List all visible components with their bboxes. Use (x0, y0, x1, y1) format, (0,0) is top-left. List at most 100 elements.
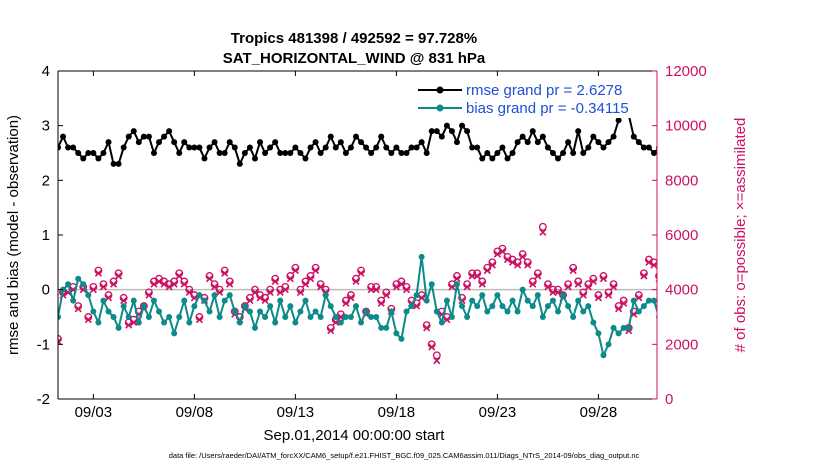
obs-assimilated-point (276, 288, 284, 296)
obs-assimilated-point (160, 280, 168, 288)
y-tick-label-right: 0 (665, 391, 673, 408)
rmse-point (373, 144, 380, 151)
rmse-point (428, 128, 435, 135)
obs-assimilated-point (185, 288, 193, 296)
bias-point (671, 303, 677, 309)
bias-point (549, 297, 556, 304)
rmse-point (257, 139, 264, 146)
rmse-point (650, 150, 657, 156)
bias-point (585, 303, 592, 310)
obs-assimilated-point (418, 294, 426, 302)
rmse-point (448, 128, 455, 135)
bias-point (555, 308, 562, 315)
x-tick-label: 09/18 (378, 404, 416, 421)
data-file-footer: data file: /Users/raeder/DAI/ATM_forcXX/… (169, 451, 640, 460)
bias-point (156, 308, 163, 315)
obs-assimilated-point (256, 294, 264, 302)
bias-point (317, 314, 324, 320)
bias-point (544, 303, 551, 310)
bias-point (251, 324, 258, 331)
rmse-point (529, 128, 536, 135)
rmse-point (251, 155, 258, 162)
obs-assimilated-point (544, 283, 552, 291)
bias-point (171, 330, 178, 337)
obs-assimilated-point (266, 288, 274, 296)
rmse-point (635, 139, 642, 146)
obs-assimilated-point (529, 280, 537, 288)
rmse-point (191, 144, 198, 151)
rmse-point (433, 128, 440, 135)
obs-assimilated-point (115, 272, 123, 280)
bias-point (403, 308, 410, 315)
obs-assimilated-point (205, 275, 214, 283)
bias-point (352, 303, 359, 310)
bias-point (499, 303, 506, 310)
bias-point (287, 303, 294, 310)
rmse-point (115, 160, 122, 167)
obs-assimilated-point (539, 228, 547, 236)
y-tick-label-left: 1 (42, 227, 50, 244)
bias-point (448, 314, 455, 320)
rmse-point (560, 150, 567, 156)
rmse-point (211, 139, 218, 146)
rmse-point (580, 150, 587, 156)
rmse-point (474, 144, 481, 151)
chart-title: Tropics 481398 / 492592 = 97.728% (231, 30, 477, 47)
x-tick-label: 09/08 (176, 404, 214, 421)
x-axis-label: Sep.01,2014 00:00:00 start (264, 427, 446, 444)
rmse-point (302, 155, 309, 162)
bias-point (221, 297, 228, 304)
obs-assimilated-point (681, 268, 687, 274)
obs-assimilated-point (524, 261, 532, 269)
y-tick-label-right: 2000 (665, 336, 698, 353)
bias-point (75, 275, 82, 282)
obs-assimilated-point (226, 280, 234, 288)
rmse-point (590, 133, 597, 140)
obs-assimilated-point (211, 283, 219, 291)
bias-point (423, 297, 430, 304)
x-tick-label: 09/03 (75, 404, 113, 421)
bias-point (60, 286, 67, 293)
obs-assimilated-point (514, 261, 522, 269)
obs-assimilated-point (372, 286, 380, 294)
bias-point (282, 314, 289, 320)
obs-assimilated-point (508, 258, 517, 266)
bias-point (257, 308, 264, 315)
rmse-point (408, 144, 415, 151)
obs-assimilated-point (150, 280, 158, 288)
bias-point (519, 286, 526, 293)
bias-point (231, 308, 238, 315)
bias-point (418, 253, 425, 260)
bias-point (650, 297, 657, 304)
y-tick-label-right: 10000 (665, 118, 707, 135)
rmse-point (509, 150, 516, 156)
bias-point (479, 292, 486, 299)
bias-point (267, 303, 274, 310)
bias-point (332, 314, 339, 320)
y-tick-label-right: 12000 (665, 63, 707, 80)
bias-point (514, 308, 521, 315)
obs-assimilated-point (493, 250, 501, 258)
bias-point (474, 303, 481, 310)
rmse-point (363, 144, 370, 151)
obs-assimilated-point (392, 283, 400, 291)
rmse-point (459, 122, 466, 129)
legend-box (416, 76, 654, 118)
rmse-point (120, 144, 127, 151)
rmse-point (499, 144, 506, 151)
rmse-point (226, 139, 233, 146)
bias-point (196, 292, 203, 299)
rmse-point (100, 150, 107, 156)
obs-assimilated-point (574, 280, 582, 288)
rmse-point (539, 133, 546, 140)
rmse-point (570, 150, 577, 156)
obs-assimilated-point (584, 283, 592, 291)
bias-point (459, 303, 466, 310)
rmse-point (176, 150, 183, 156)
rmse-point (413, 144, 420, 151)
obs-assimilated-point (84, 316, 92, 324)
obs-assimilated-point (221, 269, 229, 277)
rmse-point (423, 150, 430, 156)
rmse-point (70, 144, 77, 151)
obs-assimilated-point (564, 283, 572, 291)
